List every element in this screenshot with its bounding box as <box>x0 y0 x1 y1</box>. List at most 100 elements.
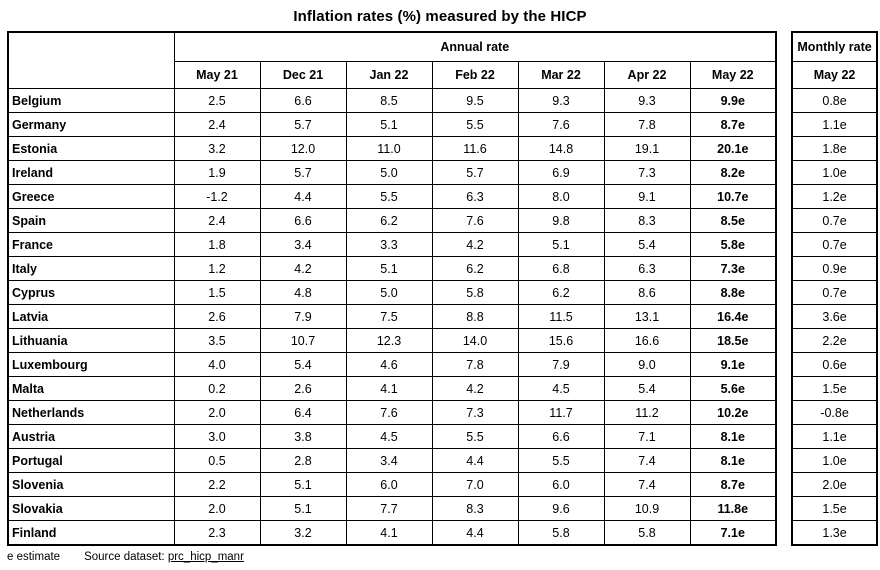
value-cell: 8.6 <box>603 280 691 305</box>
value-cell: 0.5 <box>173 448 261 473</box>
value-cell: 4.6 <box>345 352 433 377</box>
table-row: Spain 2.4 6.6 6.2 7.6 9.8 8.3 8.5e <box>7 208 777 233</box>
table-row: Italy 1.2 4.2 5.1 6.2 6.8 6.3 7.3e <box>7 256 777 281</box>
value-cell: 7.3 <box>431 400 519 425</box>
value-cell: 4.0 <box>173 352 261 377</box>
value-cell: 4.5 <box>517 376 605 401</box>
table-row: Estonia 3.2 12.0 11.0 11.6 14.8 19.1 20.1e <box>7 136 777 161</box>
monthly-rate-header: Monthly rate <box>791 31 878 62</box>
table-row: Lithuania 3.5 10.7 12.3 14.0 15.6 16.6 18.5e <box>7 328 777 353</box>
value-cell: 2.6 <box>259 376 347 401</box>
monthly-value-cell: 0.6e <box>791 352 878 377</box>
value-cell: 5.1 <box>345 112 433 137</box>
value-cell: 5.5 <box>345 184 433 209</box>
value-cell: 1.2 <box>173 256 261 281</box>
value-cell: 5.0 <box>345 280 433 305</box>
value-cell: 14.8 <box>517 136 605 161</box>
monthly-rate-table: Monthly rate May 22 0.8e 1.1e 1.8e 1.0e 1.2e… <box>791 31 879 546</box>
value-cell: 5.5 <box>431 112 519 137</box>
value-cell: 9.5 <box>431 88 519 113</box>
value-cell: 20.1e <box>689 136 777 161</box>
country-cell: Ireland <box>7 160 175 185</box>
value-cell: 11.5 <box>517 304 605 329</box>
table-row: Austria 3.0 3.8 4.5 5.5 6.6 7.1 8.1e <box>7 424 777 449</box>
monthly-table-row: 2.2e <box>791 328 878 353</box>
value-cell: 5.1 <box>259 496 347 521</box>
value-cell: 6.2 <box>345 208 433 233</box>
value-cell: 5.7 <box>259 160 347 185</box>
value-cell: 7.4 <box>603 448 691 473</box>
country-cell: France <box>7 232 175 257</box>
value-cell: 10.9 <box>603 496 691 521</box>
source-dataset-link[interactable]: prc_hicp_manr <box>167 551 244 563</box>
value-cell: 9.6 <box>517 496 605 521</box>
value-cell: 5.8e <box>689 232 777 257</box>
monthly-table-row: 1.0e <box>791 448 878 473</box>
monthly-value-cell: 1.1e <box>791 112 878 137</box>
value-cell: 18.5e <box>689 328 777 353</box>
value-cell: 8.7e <box>689 472 777 497</box>
country-cell: Luxembourg <box>7 352 175 377</box>
value-cell: 6.3 <box>603 256 691 281</box>
value-cell: 7.1e <box>689 520 777 546</box>
value-cell: 7.8 <box>603 112 691 137</box>
value-cell: 7.6 <box>345 400 433 425</box>
table-row: Slovakia 2.0 5.1 7.7 8.3 9.6 10.9 11.8e <box>7 496 777 521</box>
value-cell: 19.1 <box>603 136 691 161</box>
value-cell: 3.4 <box>345 448 433 473</box>
value-cell: 8.1e <box>689 424 777 449</box>
page-title: Inflation rates (%) measured by the HICP <box>293 8 587 25</box>
monthly-table-row: 0.9e <box>791 256 878 281</box>
value-cell: 8.5e <box>689 208 777 233</box>
value-cell: 3.3 <box>345 232 433 257</box>
value-cell: 8.1e <box>689 448 777 473</box>
monthly-month-header: May 22 <box>791 61 878 89</box>
table-row: Malta 0.2 2.6 4.1 4.2 4.5 5.4 5.6e <box>7 376 777 401</box>
value-cell: 7.1 <box>603 424 691 449</box>
value-cell: 4.2 <box>431 232 519 257</box>
value-cell: 15.6 <box>517 328 605 353</box>
value-cell: 4.8 <box>259 280 347 305</box>
table-row: Greece -1.2 4.4 5.5 6.3 8.0 9.1 10.7e <box>7 184 777 209</box>
value-cell: 4.4 <box>259 184 347 209</box>
value-cell: 11.6 <box>431 136 519 161</box>
country-cell: Lithuania <box>7 328 175 353</box>
month-header: May 22 <box>689 61 777 89</box>
country-cell: Netherlands <box>7 400 175 425</box>
monthly-value-cell: 0.7e <box>791 232 878 257</box>
monthly-value-cell: 1.0e <box>791 448 878 473</box>
value-cell: 6.8 <box>517 256 605 281</box>
value-cell: 2.0 <box>173 400 261 425</box>
value-cell: 4.2 <box>431 376 519 401</box>
monthly-table-row: 1.5e <box>791 376 878 401</box>
value-cell: 6.6 <box>259 208 347 233</box>
value-cell: 8.2e <box>689 160 777 185</box>
footer: e estimate Source dataset: prc_hicp_manr <box>7 551 880 563</box>
monthly-value-cell: 1.3e <box>791 520 878 546</box>
source-dataset: Source dataset: prc_hicp_manr <box>84 551 244 563</box>
country-cell: Greece <box>7 184 175 209</box>
value-cell: 5.5 <box>431 424 519 449</box>
value-cell: 2.0 <box>173 496 261 521</box>
table-row: Cyprus 1.5 4.8 5.0 5.8 6.2 8.6 8.8e <box>7 280 777 305</box>
country-cell: Belgium <box>7 88 175 113</box>
monthly-value-cell: 2.0e <box>791 472 878 497</box>
value-cell: 8.3 <box>431 496 519 521</box>
country-cell: Portugal <box>7 448 175 473</box>
value-cell: 4.4 <box>431 520 519 546</box>
value-cell: 7.6 <box>517 112 605 137</box>
monthly-value-cell: 0.7e <box>791 208 878 233</box>
monthly-month-header-row: May 22 <box>791 61 878 89</box>
monthly-rate-header-row: Monthly rate <box>791 31 878 62</box>
table-row: Slovenia 2.2 5.1 6.0 7.0 6.0 7.4 8.7e <box>7 472 777 497</box>
value-cell: 13.1 <box>603 304 691 329</box>
monthly-value-cell: 1.1e <box>791 424 878 449</box>
value-cell: 7.4 <box>603 472 691 497</box>
monthly-value-cell: 1.5e <box>791 376 878 401</box>
monthly-value-cell: 0.7e <box>791 280 878 305</box>
value-cell: 5.7 <box>259 112 347 137</box>
table-row: Latvia 2.6 7.9 7.5 8.8 11.5 13.1 16.4e <box>7 304 777 329</box>
monthly-table-row: 1.1e <box>791 424 878 449</box>
value-cell: 6.4 <box>259 400 347 425</box>
country-cell: Germany <box>7 112 175 137</box>
